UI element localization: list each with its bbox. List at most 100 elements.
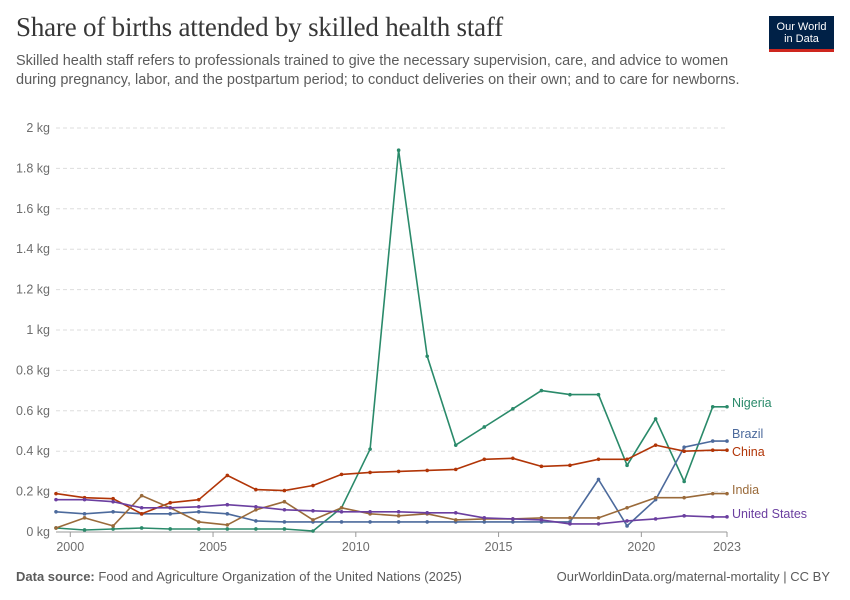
data-point-brazil[interactable] — [625, 524, 629, 528]
data-point-china[interactable] — [682, 449, 686, 454]
data-point-india[interactable] — [225, 523, 230, 527]
data-point-brazil[interactable] — [196, 510, 201, 514]
data-point-india[interactable] — [653, 495, 658, 500]
data-point-india[interactable] — [282, 499, 287, 504]
data-point-brazil[interactable] — [396, 520, 401, 524]
data-point-brazil[interactable] — [339, 520, 344, 524]
data-point-china[interactable] — [425, 468, 429, 473]
data-point-united-states[interactable] — [453, 511, 458, 515]
data-point-china[interactable] — [111, 496, 115, 501]
data-point-india[interactable] — [725, 491, 729, 496]
data-point-nigeria[interactable] — [139, 526, 144, 530]
data-point-united-states[interactable] — [596, 522, 601, 526]
data-point-china[interactable] — [168, 500, 173, 505]
series-label-united-states[interactable]: United States — [732, 507, 807, 521]
data-point-united-states[interactable] — [254, 504, 258, 509]
data-point-united-states[interactable] — [339, 510, 344, 514]
data-point-nigeria[interactable] — [82, 528, 87, 532]
data-point-nigeria[interactable] — [511, 406, 515, 411]
data-point-india[interactable] — [311, 518, 315, 522]
data-point-brazil[interactable] — [111, 510, 115, 514]
data-point-china[interactable] — [725, 448, 729, 452]
data-point-united-states[interactable] — [225, 502, 230, 507]
data-point-united-states[interactable] — [82, 497, 87, 502]
data-point-china[interactable] — [139, 512, 144, 516]
data-point-united-states[interactable] — [368, 510, 372, 514]
data-point-brazil[interactable] — [225, 512, 230, 516]
data-point-india[interactable] — [111, 524, 115, 528]
data-point-nigeria[interactable] — [311, 529, 315, 533]
data-point-united-states[interactable] — [425, 511, 429, 515]
data-point-brazil[interactable] — [54, 510, 58, 514]
data-point-brazil[interactable] — [168, 512, 173, 516]
series-label-nigeria[interactable]: Nigeria — [732, 396, 772, 410]
data-point-nigeria[interactable] — [254, 527, 258, 531]
data-point-united-states[interactable] — [625, 519, 629, 523]
series-line-nigeria[interactable] — [55, 149, 727, 532]
series-line-brazil[interactable] — [55, 440, 727, 527]
data-point-united-states[interactable] — [396, 510, 401, 514]
series-label-india[interactable]: India — [732, 483, 759, 497]
data-point-china[interactable] — [710, 448, 715, 452]
data-point-india[interactable] — [568, 516, 572, 520]
data-point-china[interactable] — [511, 456, 515, 461]
data-point-nigeria[interactable] — [653, 417, 658, 421]
data-point-china[interactable] — [596, 457, 601, 462]
data-point-china[interactable] — [539, 464, 544, 469]
data-point-brazil[interactable] — [254, 519, 258, 523]
data-point-india[interactable] — [196, 520, 201, 524]
data-point-india[interactable] — [596, 516, 601, 520]
data-point-united-states[interactable] — [653, 517, 658, 521]
series-label-china[interactable]: China — [732, 445, 765, 459]
data-point-india[interactable] — [339, 505, 344, 510]
data-point-china[interactable] — [568, 463, 572, 468]
data-point-brazil[interactable] — [82, 512, 87, 516]
data-point-india[interactable] — [396, 514, 401, 518]
data-point-nigeria[interactable] — [225, 527, 230, 531]
series-label-brazil[interactable]: Brazil — [732, 427, 763, 441]
data-point-united-states[interactable] — [311, 508, 315, 513]
data-point-nigeria[interactable] — [710, 404, 715, 409]
data-point-india[interactable] — [682, 495, 686, 500]
data-point-nigeria[interactable] — [625, 463, 629, 468]
data-point-china[interactable] — [311, 483, 315, 488]
data-point-united-states[interactable] — [710, 515, 715, 519]
data-point-united-states[interactable] — [725, 515, 729, 519]
data-point-nigeria[interactable] — [596, 392, 601, 397]
data-point-united-states[interactable] — [139, 505, 144, 510]
owid-logo[interactable]: Our World in Data — [769, 16, 834, 52]
data-point-nigeria[interactable] — [168, 527, 173, 531]
data-point-china[interactable] — [396, 469, 401, 474]
data-point-nigeria[interactable] — [682, 479, 686, 484]
data-point-india[interactable] — [82, 516, 87, 520]
data-point-brazil[interactable] — [710, 439, 715, 443]
data-point-nigeria[interactable] — [111, 527, 115, 531]
data-point-united-states[interactable] — [168, 505, 173, 510]
series-line-china[interactable] — [55, 444, 727, 515]
data-point-brazil[interactable] — [282, 520, 287, 524]
data-point-china[interactable] — [254, 487, 258, 492]
data-point-china[interactable] — [339, 472, 344, 477]
data-point-united-states[interactable] — [539, 518, 544, 522]
data-point-united-states[interactable] — [482, 516, 487, 520]
data-point-nigeria[interactable] — [725, 404, 729, 409]
data-point-india[interactable] — [453, 518, 458, 522]
data-point-brazil[interactable] — [482, 520, 487, 524]
data-point-india[interactable] — [54, 526, 58, 530]
data-point-united-states[interactable] — [196, 504, 201, 509]
data-point-nigeria[interactable] — [453, 443, 458, 447]
data-point-china[interactable] — [453, 467, 458, 472]
data-point-nigeria[interactable] — [568, 392, 572, 397]
data-point-nigeria[interactable] — [482, 425, 487, 429]
data-point-brazil[interactable] — [596, 477, 601, 482]
data-point-nigeria[interactable] — [539, 388, 544, 393]
data-point-china[interactable] — [482, 457, 487, 462]
data-point-china[interactable] — [54, 491, 58, 496]
credit-link[interactable]: OurWorldinData.org/maternal-mortality | … — [556, 569, 830, 584]
data-point-brazil[interactable] — [682, 445, 686, 449]
data-point-brazil[interactable] — [425, 520, 429, 524]
data-point-brazil[interactable] — [511, 520, 515, 524]
data-point-china[interactable] — [225, 473, 230, 478]
data-point-china[interactable] — [653, 443, 658, 447]
data-point-india[interactable] — [710, 491, 715, 496]
